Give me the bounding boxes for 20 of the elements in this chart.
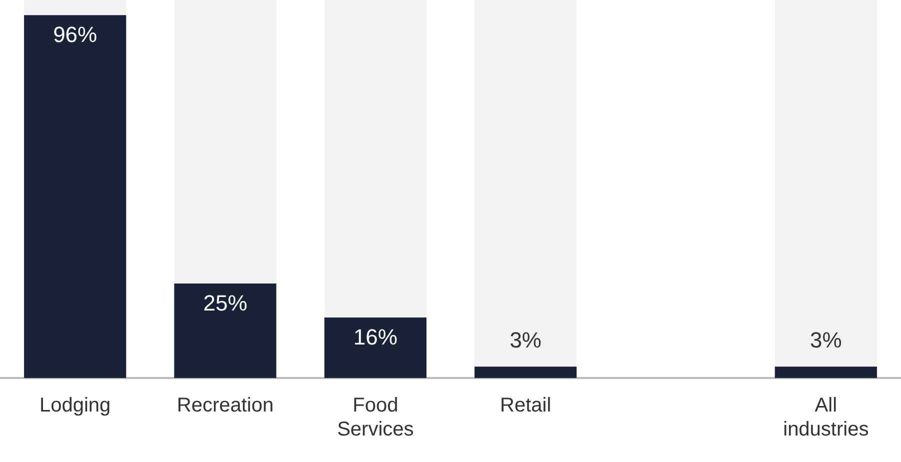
x-tick-label: Retail	[500, 394, 552, 417]
bar	[174, 0, 276, 284]
x-tick-label: Food Services	[337, 394, 414, 441]
bar	[474, 366, 577, 378]
bar	[474, 0, 577, 367]
bar	[24, 15, 126, 378]
x-tick-label: Lodging	[39, 394, 111, 417]
bar	[774, 366, 877, 378]
bar	[174, 284, 276, 378]
data-label: 25%	[203, 290, 248, 316]
data-label: 96%	[53, 22, 98, 48]
x-tick-label: Recreation	[176, 394, 274, 417]
bar	[324, 0, 426, 318]
data-label: 3%	[510, 328, 542, 353]
data-label: 16%	[353, 324, 398, 350]
x-tick-label: All industries	[783, 394, 869, 441]
bar	[324, 318, 426, 378]
bar	[24, 0, 126, 16]
bar	[774, 0, 877, 367]
data-label: 3%	[810, 328, 842, 353]
